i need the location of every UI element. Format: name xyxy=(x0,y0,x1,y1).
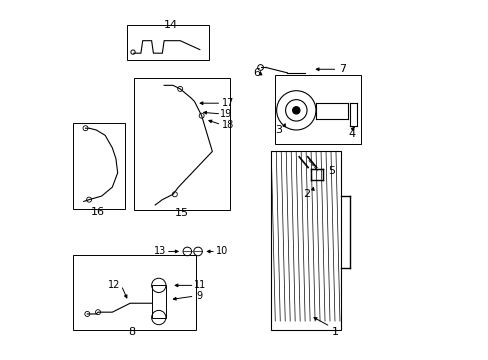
Bar xyxy=(274,75,360,144)
Text: 19: 19 xyxy=(219,109,232,119)
Text: 2: 2 xyxy=(303,189,310,199)
Text: 1: 1 xyxy=(331,327,338,337)
Text: 7: 7 xyxy=(339,64,346,74)
Text: 5: 5 xyxy=(328,166,335,176)
Text: 11: 11 xyxy=(193,280,205,291)
Text: 9: 9 xyxy=(196,291,203,301)
Circle shape xyxy=(292,107,299,114)
Text: 4: 4 xyxy=(347,129,354,139)
Text: 10: 10 xyxy=(216,247,228,256)
Text: 6: 6 xyxy=(253,68,260,78)
Text: 13: 13 xyxy=(154,247,166,256)
Text: 14: 14 xyxy=(164,19,178,30)
Text: 12: 12 xyxy=(108,280,120,291)
Text: 15: 15 xyxy=(175,208,188,218)
Bar xyxy=(73,255,196,330)
Text: 16: 16 xyxy=(91,207,105,217)
Bar xyxy=(134,78,230,210)
Text: 8: 8 xyxy=(128,327,135,337)
Bar xyxy=(151,285,165,318)
Bar xyxy=(271,152,340,330)
Bar xyxy=(126,24,208,60)
Text: 3: 3 xyxy=(274,125,282,135)
Text: 17: 17 xyxy=(221,98,233,108)
Text: 18: 18 xyxy=(221,120,233,130)
Bar xyxy=(73,123,124,208)
